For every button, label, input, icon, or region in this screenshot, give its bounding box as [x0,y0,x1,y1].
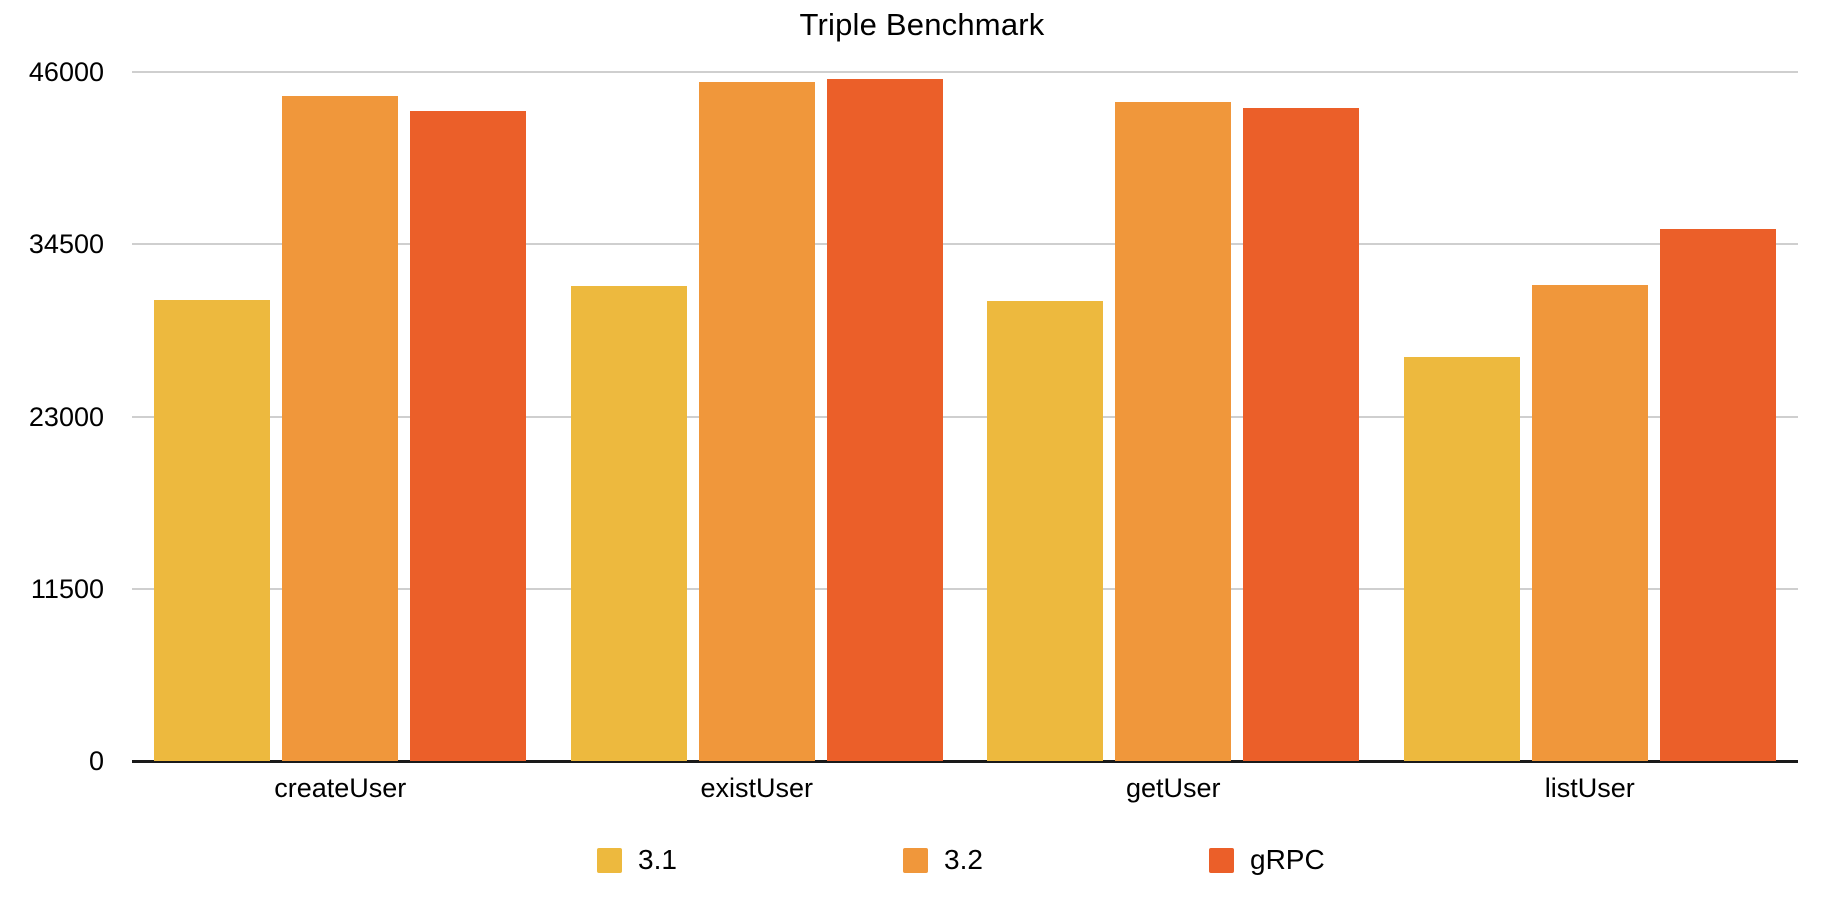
x-axis-label-existUser: existUser [700,773,814,803]
legend-label: gRPC [1250,844,1325,875]
gridline-34500 [132,243,1798,246]
legend-swatch-gRPC [1209,847,1234,873]
bar-3.2-listUser [1531,284,1648,761]
y-tick-label-23000: 23000 [28,401,104,432]
legend-label: 3.1 [638,844,677,875]
y-tick-label-11500: 11500 [30,573,104,604]
bar-3.2-getUser [1115,101,1232,761]
bar-gRPC-getUser [1243,107,1360,761]
x-axis-label-getUser: getUser [1125,773,1221,803]
y-tick-label-0: 0 [88,746,104,776]
legend-swatch-3.2 [903,847,928,873]
x-axis-label-listUser: listUser [1544,773,1635,803]
bar-gRPC-createUser [410,110,527,761]
legend-label: 3.2 [944,844,983,875]
x-axis-line [132,760,1798,763]
bar-gRPC-listUser [1659,229,1776,761]
y-tick-label-34500: 34500 [28,229,104,260]
bar-3.2-existUser [698,82,815,761]
bar-3.2-createUser [282,95,399,761]
bar-3.1-getUser [987,301,1104,761]
bar-3.1-listUser [1403,356,1520,761]
gridline-46000 [132,71,1798,73]
legend-swatch-3.1 [597,847,622,873]
gridline-11500 [132,587,1798,590]
bar-3.1-createUser [154,299,271,761]
x-axis-label-createUser: createUser [274,773,407,803]
legend-item-3.2: 3.2 [903,845,983,875]
legend-item-gRPC: gRPC [1209,845,1325,875]
bar-gRPC-existUser [826,79,943,761]
gridline-23000 [132,415,1798,418]
chart-title: Triple Benchmark [799,7,1045,42]
y-tick-label-46000: 46000 [28,57,104,87]
bar-3.1-existUser [570,286,687,761]
legend-item-3.1: 3.1 [597,845,677,875]
